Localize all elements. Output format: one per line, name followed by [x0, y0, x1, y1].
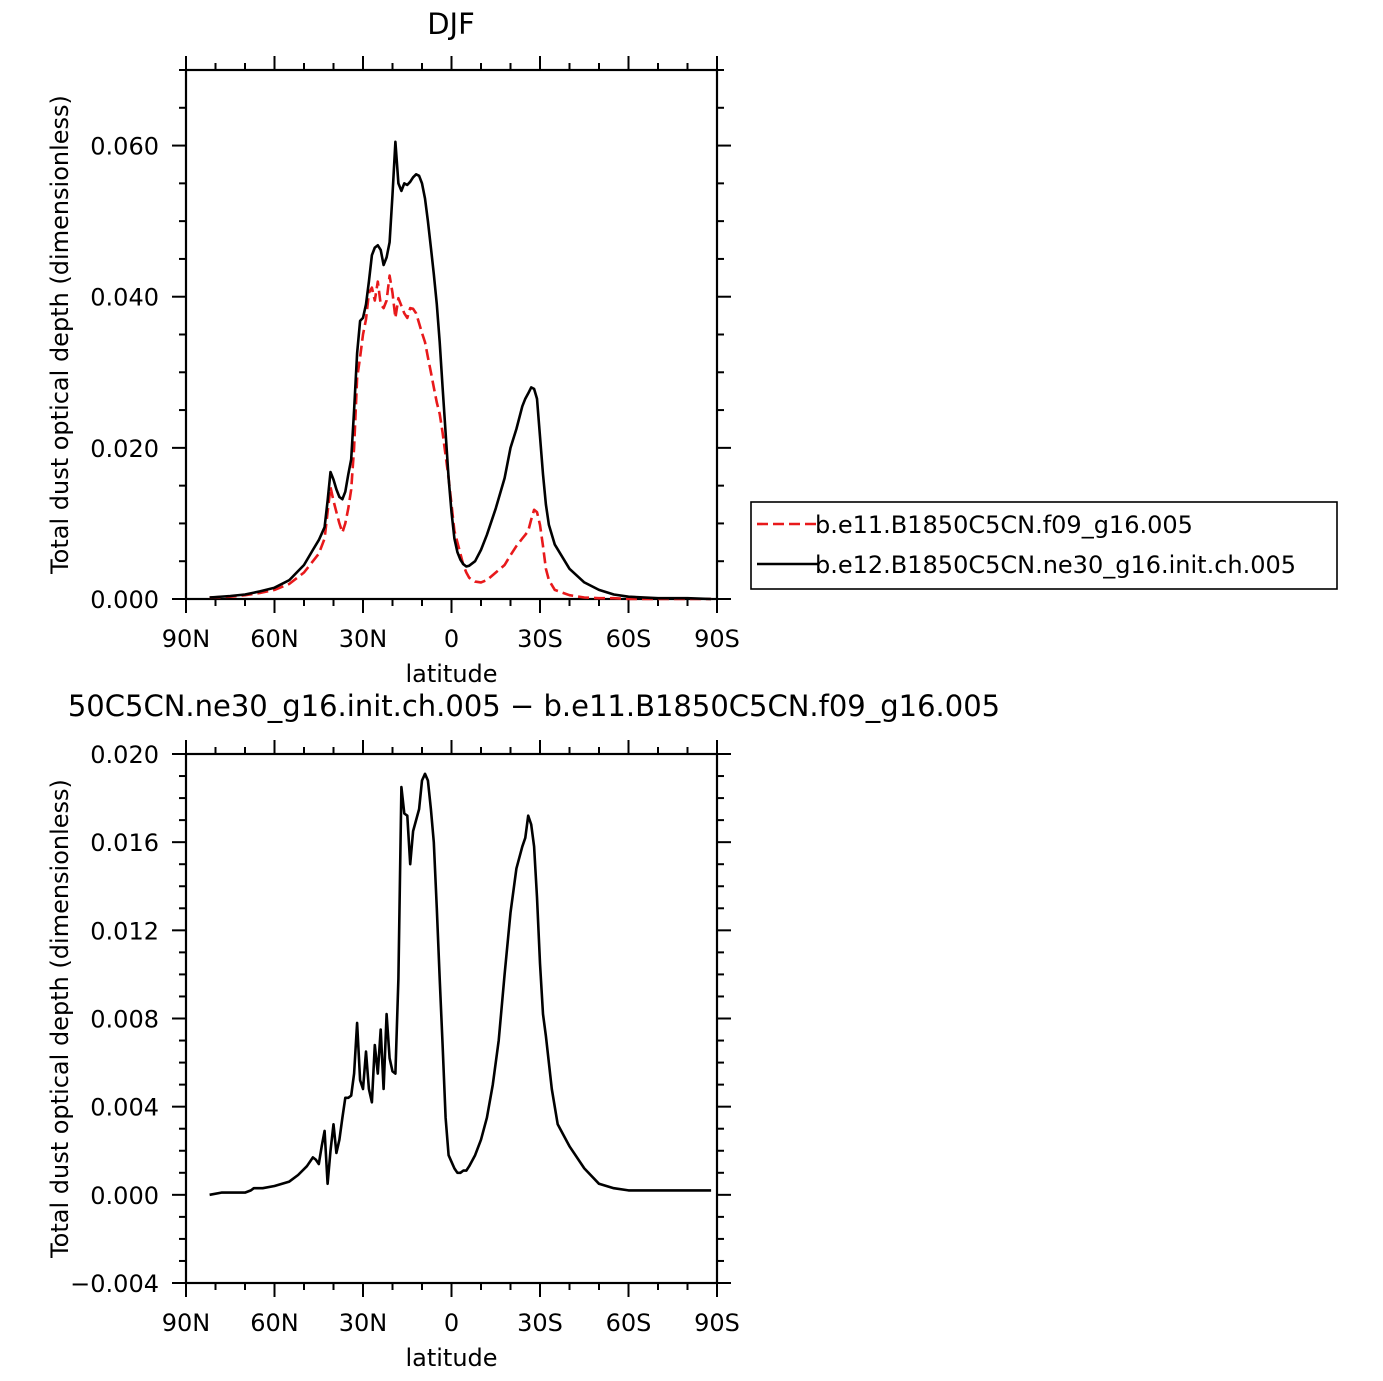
- bottom-chart-panel: 50C5CN.ne30_g16.init.ch.005 − b.e11.B185…: [46, 689, 1000, 1372]
- chart-title: DJF: [427, 7, 475, 41]
- y-tick-label: 0.020: [90, 435, 159, 463]
- y-tick-label: 0.000: [90, 1182, 159, 1210]
- x-tick-label: 0: [444, 1309, 459, 1337]
- series-line-1: [209, 772, 712, 1197]
- y-tick-label: −0.004: [70, 1270, 159, 1298]
- x-tick-label: 60S: [606, 1309, 652, 1337]
- y-axis-label: Total dust optical depth (dimensionless): [46, 95, 74, 575]
- x-tick-label: 30S: [517, 1309, 563, 1337]
- y-axis-label: Total dust optical depth (dimensionless): [46, 779, 74, 1259]
- x-tick-label: 90S: [694, 625, 740, 653]
- y-tick-label: 0.004: [90, 1094, 159, 1122]
- legend: b.e11.B1850C5CN.f09_g16.005 b.e12.B1850C5…: [750, 501, 1338, 590]
- top-chart-panel: DJF 90N 60N 30N 0 30S 60S 90S 0.000 0.020 0.040 0.0…: [46, 7, 740, 688]
- series-line-1: [209, 274, 712, 601]
- x-tick-label: 30N: [339, 1309, 388, 1337]
- x-tick-label: 30N: [339, 625, 388, 653]
- y-tick-label: 0.020: [90, 741, 159, 769]
- series-line-2: [209, 140, 712, 601]
- legend-label-2: b.e12.B1850C5CN.ne30_g16.init.ch.005: [815, 551, 1296, 579]
- x-axis-label: latitude: [405, 660, 497, 688]
- x-tick-label: 60N: [250, 1309, 299, 1337]
- y-tick-label: 0.000: [90, 586, 159, 614]
- plot-frame: [184, 752, 719, 1285]
- y-tick-label: 0.060: [90, 133, 159, 161]
- y-tick-label: 0.008: [90, 1006, 159, 1034]
- x-tick-label: 30S: [517, 625, 563, 653]
- legend-label-1: b.e11.B1850C5CN.f09_g16.005: [815, 511, 1193, 539]
- x-tick-label: 0: [444, 625, 459, 653]
- x-tick-label: 90S: [694, 1309, 740, 1337]
- chart-title: 50C5CN.ne30_g16.init.ch.005 − b.e11.B185…: [68, 689, 1000, 723]
- legend-box: [750, 501, 1338, 590]
- x-tick-label: 60S: [606, 625, 652, 653]
- y-tick-label: 0.040: [90, 284, 159, 312]
- y-tick-label: 0.012: [90, 917, 159, 945]
- x-tick-label: 60N: [250, 625, 299, 653]
- x-axis-label: latitude: [405, 1344, 497, 1372]
- y-tick-label: 0.016: [90, 829, 159, 857]
- x-tick-label: 90N: [162, 1309, 211, 1337]
- x-tick-label: 90N: [162, 625, 211, 653]
